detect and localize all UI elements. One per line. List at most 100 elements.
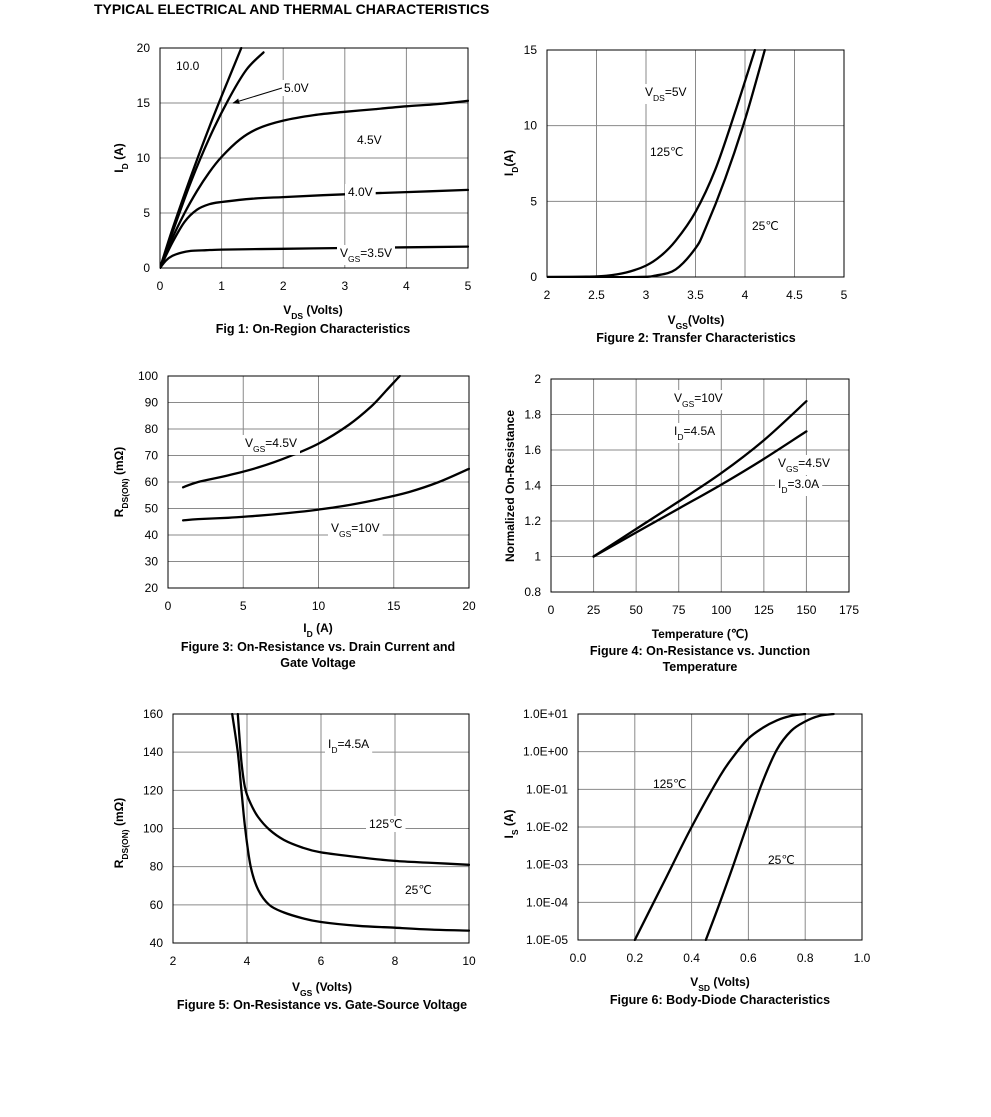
fig2-xtick-label: 2.5 — [588, 288, 605, 302]
fig3-ytick-label: 40 — [145, 528, 159, 542]
fig1-series-line-2 — [160, 51, 265, 269]
fig4-label-backdrop — [775, 476, 823, 496]
fig2-xtick-label: 3 — [643, 288, 650, 302]
fig2-label-backdrop — [642, 84, 690, 104]
fig6-xtick-label: 0.6 — [740, 951, 757, 965]
fig1-xtick-label: 2 — [280, 279, 287, 293]
fig6-ytick-label: 1.0E+00 — [523, 745, 568, 759]
fig6-ytick-label: 1.0E-05 — [526, 933, 568, 947]
fig6-chart: 0.0 0.2 0.4 0.6 0.8 1.0 1.0E-05 1.0E-04 1.0E-03 1… — [502, 707, 871, 1007]
fig3-y-axis-label: RDS(ON) (mΩ) — [112, 447, 130, 518]
fig4-label-backdrop — [671, 390, 726, 410]
fig3-plot-frame — [167, 375, 470, 589]
fig1-curve-label: 4.0V — [348, 185, 373, 199]
fig4-chart: 0 25 50 75 100 125 150 175 0.8 1 1.2 1.4 1.6 1.8 2 VGS=… — [503, 372, 859, 674]
fig4-xtick-label: 175 — [839, 603, 859, 617]
fig1-xtick-label: 0 — [157, 279, 164, 293]
fig5-plot-frame — [172, 713, 470, 944]
fig4-ytick-label: 0.8 — [524, 585, 541, 599]
fig3-ytick-label: 30 — [145, 555, 159, 569]
fig5-ytick-label: 40 — [150, 936, 164, 950]
fig1-label-backdrop — [345, 184, 376, 200]
fig4-plot-frame — [550, 378, 850, 593]
fig3-ytick-label: 60 — [145, 475, 159, 489]
fig4-curve-label: VGS=4.5V — [778, 456, 830, 474]
fig4-series-line-2 — [592, 430, 808, 558]
fig6-xtick-label: 1.0 — [854, 951, 871, 965]
fig4-ytick-label: 1.2 — [524, 514, 541, 528]
fig2-ytick-label: 10 — [524, 119, 538, 133]
fig2-xtick-label: 2 — [544, 288, 551, 302]
fig5-ytick-label: 80 — [150, 860, 164, 874]
fig1-ytick-label: 5 — [143, 206, 150, 220]
fig6-xtick-label: 0.8 — [797, 951, 814, 965]
fig1-xtick-label: 4 — [403, 279, 410, 293]
fig3-ytick-label: 80 — [145, 422, 159, 436]
fig2-curve-label: 25℃ — [752, 219, 779, 233]
fig3-xtick-label: 0 — [165, 599, 172, 613]
fig5-chart: 2 4 6 8 10 40 60 80 100 120 140 160 ID=4.5A 125℃ 25℃ VG… — [112, 707, 476, 1012]
fig4-series-line-1 — [592, 400, 808, 558]
fig6-xtick-label: 0.2 — [626, 951, 643, 965]
fig6-ytick-label: 1.0E-03 — [526, 858, 568, 872]
fig4-xtick-label: 50 — [629, 603, 643, 617]
fig2-curve-label: 125℃ — [650, 145, 684, 159]
fig4-ytick-label: 1.4 — [524, 479, 541, 493]
page-title: TYPICAL ELECTRICAL AND THERMAL CHARACTER… — [94, 1, 490, 17]
fig3-ytick-label: 50 — [145, 502, 159, 516]
fig3-caption: Gate Voltage — [280, 656, 356, 670]
fig6-plot-frame — [577, 713, 863, 941]
fig4-label-backdrop — [775, 455, 833, 475]
fig5-curve-label: 125℃ — [369, 817, 403, 831]
fig1-ytick-label: 10 — [137, 151, 151, 165]
fig6-ytick-label: 1.0E-02 — [526, 820, 568, 834]
fig5-curve-label: ID=4.5A — [328, 737, 369, 755]
fig1-curve-label: 10.0 — [176, 59, 200, 73]
fig3-label-backdrop — [242, 435, 300, 455]
fig2-xtick-label: 3.5 — [687, 288, 704, 302]
fig5-series-line-2 — [231, 713, 470, 932]
fig3-series-line-2 — [181, 467, 470, 522]
fig6-series-line-1 — [633, 713, 807, 941]
fig1-label-backdrop — [281, 80, 312, 96]
fig3-chart: 0 5 10 15 20 20 30 40 50 60 70 80 90 100 VGS=4.5V VGS=1… — [112, 369, 476, 670]
fig6-ytick-label: 1.0E+01 — [523, 707, 568, 721]
fig1-curve-label: VGS=3.5V — [340, 246, 392, 264]
fig4-xtick-label: 25 — [587, 603, 601, 617]
fig3-xtick-label: 15 — [387, 599, 401, 613]
fig2-ytick-label: 5 — [530, 194, 537, 208]
fig6-ytick-label: 1.0E-04 — [526, 895, 568, 909]
fig1-curve-label: 4.5V — [357, 133, 382, 147]
fig6-ytick-label: 1.0E-01 — [526, 782, 568, 796]
fig5-curve-label: 25℃ — [405, 883, 432, 897]
fig1-ytick-label: 15 — [137, 96, 151, 110]
fig5-caption: Figure 5: On-Resistance vs. Gate-Source … — [177, 998, 467, 1012]
fig2-caption: Figure 2: Transfer Characteristics — [596, 331, 795, 345]
fig4-xtick-label: 100 — [711, 603, 731, 617]
fig2-xtick-label: 4.5 — [786, 288, 803, 302]
fig4-xtick-label: 150 — [796, 603, 816, 617]
fig1-caption: Fig 1: On-Region Characteristics — [216, 322, 411, 336]
fig1-xtick-label: 3 — [341, 279, 348, 293]
fig3-curve-label: VGS=10V — [331, 521, 380, 539]
fig5-xtick-label: 10 — [462, 954, 476, 968]
fig1-y-axis-label: ID (A) — [112, 143, 130, 172]
fig1-label-backdrop — [337, 245, 395, 265]
fig4-ytick-label: 1 — [534, 550, 541, 564]
fig6-xtick-label: 0.4 — [683, 951, 700, 965]
fig3-ytick-label: 100 — [138, 369, 158, 383]
fig3-label-backdrop — [328, 520, 383, 540]
fig2-xtick-label: 5 — [841, 288, 848, 302]
fig2-series-line-2 — [547, 49, 766, 278]
fig4-xtick-label: 125 — [754, 603, 774, 617]
fig4-label-backdrop — [671, 423, 719, 443]
fig5-y-axis-label: RDS(ON) (mΩ) — [112, 798, 130, 869]
fig2-plot-frame — [546, 49, 845, 278]
fig1-xtick-label: 1 — [218, 279, 225, 293]
fig1-series-line-4 — [160, 188, 469, 269]
fig5-xtick-label: 8 — [392, 954, 399, 968]
fig6-curve-label: 125℃ — [653, 777, 687, 791]
fig3-xtick-label: 10 — [312, 599, 326, 613]
fig5-ytick-label: 140 — [143, 745, 163, 759]
fig2-y-axis-label: ID(A) — [502, 150, 520, 176]
